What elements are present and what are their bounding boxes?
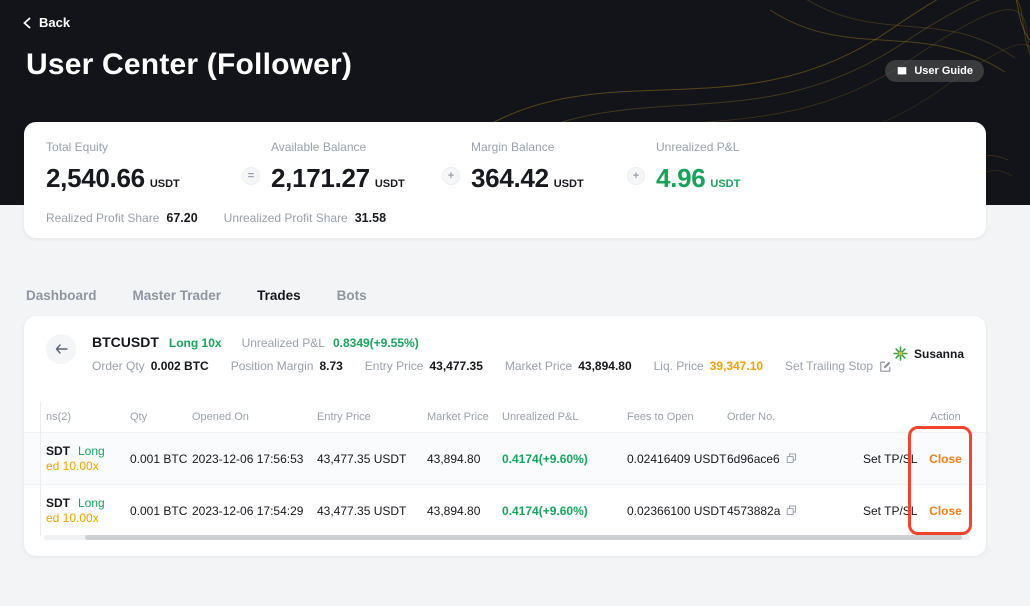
position-margin: Position Margin 8.73 [230,359,343,373]
stat-unit: USDT [374,178,405,190]
arrow-left-icon [55,344,68,354]
stat-value: 4.96 [656,163,706,193]
stat-label: Margin Balance [471,140,555,154]
set-trailing-stop-button[interactable]: Set Trailing Stop [785,359,892,373]
position-summary: BTCUSDT Long 10x Unrealized P&L 0.8349(+… [46,334,964,373]
book-icon [898,67,907,75]
market-price: Market Price 43,894.80 [504,359,632,373]
edit-icon [880,361,891,372]
tab-bots[interactable]: Bots [336,288,367,303]
cell-order-no: 6d96ace6 [727,452,863,466]
position-info: BTCUSDT Long 10x Unrealized P&L 0.8349(+… [92,334,892,373]
set-tpsl-button[interactable]: Set TP/SL [863,503,918,518]
frozen-column-divider [40,402,41,536]
order-qty: Order Qty 0.002 BTC [92,359,209,373]
cell-unrealized-pnl: 0.4174(+9.60%) [502,503,588,518]
cell-opened-on: 2023-12-06 17:56:53 [192,451,304,466]
stat-unit: USDT [710,178,741,190]
position-symbol: BTCUSDT [92,334,159,350]
cell-opened-on: 2023-12-06 17:54:29 [192,503,304,518]
stat-value: 2,540.66 [46,163,145,193]
cell-market-price: 43,894.80 [427,503,481,518]
header-unrealized-pnl: Unrealized P&L [502,411,579,423]
header-entry-price: Entry Price [317,411,371,423]
tab-dashboard[interactable]: Dashboard [26,288,97,303]
cell-qty: 0.001 BTC [130,503,188,518]
stat-value: 364.42 [471,163,549,193]
back-label: Back [39,15,71,30]
cell-fees: 0.02416409 USDT [627,451,727,466]
trader-name: Susanna [913,346,964,361]
table-header-row: ns(2) Qty Opened On Entry Price Market P… [24,402,986,432]
trades-card: BTCUSDT Long 10x Unrealized P&L 0.8349(+… [24,316,986,556]
header-action: Action [930,411,961,423]
stat-label: Unrealized P&L [656,140,740,154]
position-side-leverage: Long 10x [168,336,222,350]
table-row: SDT Long ed 10.00x 0.001 BTC 2023-12-06 1… [24,432,986,484]
cell-entry-price: 43,477.35 USDT [317,451,407,466]
positions-table: ns(2) Qty Opened On Entry Price Market P… [24,402,986,536]
tab-trades[interactable]: Trades [257,288,301,303]
user-guide-button[interactable]: User Guide [885,60,984,82]
set-tpsl-button[interactable]: Set TP/SL [863,451,918,466]
copy-icon[interactable] [786,505,797,516]
tab-bar: Dashboard Master Trader Trades Bots [26,288,367,303]
plus-icon: + [442,167,460,185]
tab-master-trader[interactable]: Master Trader [132,288,222,303]
user-guide-label: User Guide [914,65,973,77]
position-upnl-label: Unrealized P&L [241,336,325,350]
table-row: SDT Long ed 10.00x 0.001 BTC 2023-12-06 1… [24,484,986,536]
stat-unrealized-pnl: Unrealized P&L 4.96 USDT [656,140,740,194]
stat-margin-balance: Margin Balance 364.42 USDT [471,140,616,194]
back-chevron-icon [23,17,31,28]
cell-symbol: SDT Long ed 10.00x [46,443,105,473]
stat-total-equity: Total Equity 2,540.66 USDT [46,140,231,194]
stat-value: 2,171.27 [271,163,370,193]
back-arrow-button[interactable] [46,334,76,364]
cell-order-no: 4573882a [727,504,863,518]
cell-market-price: 43,894.80 [427,451,481,466]
stat-unit: USDT [149,178,180,190]
plus-icon: + [627,167,645,185]
position-upnl-value: 0.8349(+9.55%) [332,336,419,350]
cell-qty: 0.001 BTC [130,451,188,466]
unrealized-profit-share: Unrealized Profit Share 31.58 [224,211,386,225]
cell-fees: 0.02366100 USDT [627,503,727,518]
horizontal-scrollbar-track [44,535,970,540]
cell-unrealized-pnl: 0.4174(+9.60%) [502,451,588,466]
header-opened-on: Opened On [192,411,249,423]
cell-symbol: SDT Long ed 10.00x [46,495,105,525]
realized-profit-share: Realized Profit Share 67.20 [46,211,198,225]
stat-label: Total Equity [46,140,109,154]
header-market-price: Market Price [427,411,489,423]
close-button[interactable]: Close [929,503,962,518]
equals-icon: = [242,167,260,185]
stats-row: Total Equity 2,540.66 USDT = Available B… [46,140,964,194]
trader-avatar-icon [893,346,908,361]
stat-unit: USDT [553,178,584,190]
profit-share-row: Realized Profit Share 67.20 Unrealized P… [46,211,964,225]
cell-entry-price: 43,477.35 USDT [317,503,407,518]
header-positions: ns(2) [46,411,72,423]
horizontal-scrollbar-thumb[interactable] [85,535,962,540]
header-qty: Qty [130,411,148,423]
account-overview-card: Total Equity 2,540.66 USDT = Available B… [24,122,986,238]
stat-label: Available Balance [271,140,367,154]
share-value: 31.58 [354,211,387,225]
stat-available-balance: Available Balance 2,171.27 USDT [271,140,431,194]
entry-price: Entry Price 43,477.35 [364,359,483,373]
copy-icon[interactable] [786,453,797,464]
share-label: Unrealized Profit Share [223,211,348,225]
header-order-no: Order No. [727,411,776,423]
page-title: User Center (Follower) [26,48,353,81]
header-fees: Fees to Open [627,411,694,423]
close-button[interactable]: Close [929,451,962,466]
liq-price: Liq. Price 39,347.10 [653,359,764,373]
share-value: 67.20 [166,211,198,225]
back-button[interactable]: Back [22,15,70,30]
trader-badge[interactable]: Susanna [893,346,964,361]
share-label: Realized Profit Share [46,211,160,225]
